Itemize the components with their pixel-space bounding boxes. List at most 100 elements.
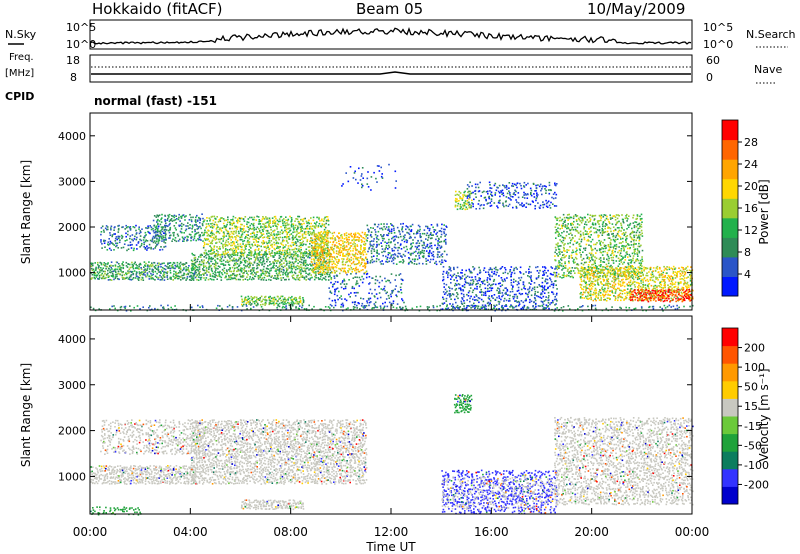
range-cell [364,267,366,269]
range-cell [584,267,586,269]
range-cell [308,249,311,252]
range-cell [172,215,174,218]
range-cell [224,276,226,279]
range-cell [140,268,143,271]
range-cell [246,241,249,243]
range-cell [258,219,261,221]
range-cell [117,272,119,275]
range-cell [395,263,398,265]
range-cell [378,253,380,255]
range-cell [379,305,382,307]
range-cell [545,299,547,301]
range-cell [219,248,221,250]
range-cell [513,183,516,186]
range-cell [273,229,276,232]
range-cell [352,277,355,279]
range-cell [400,278,403,281]
range-cell [559,261,561,264]
range-cell [309,278,311,281]
range-cell [277,266,279,269]
range-cell [240,217,243,219]
range-cell [469,271,472,274]
range-cell [203,274,205,276]
range-cell [294,261,296,263]
range-cell [521,293,524,295]
range-cell [318,261,321,264]
range-cell [271,243,273,246]
range-cell [236,274,239,276]
range-cell [348,267,350,270]
range-cell [222,263,225,265]
range-cell [426,243,429,246]
range-cell [114,277,117,280]
range-cell [376,181,378,183]
range-cell [516,297,519,299]
range-cell [100,267,102,269]
range-cell [92,268,95,271]
range-cell [190,219,193,221]
range-cell [309,277,312,279]
range-cell [324,261,326,263]
range-cell [249,301,251,304]
range-cell [477,190,480,193]
range-cell [430,224,433,226]
range-cell [525,292,527,295]
range-cell [262,236,264,239]
range-cell [191,227,193,230]
range-cell [316,237,318,240]
range-cell [286,233,288,236]
range-cell [157,265,160,268]
range-cell [233,274,236,277]
range-cell [319,256,322,259]
range-cell [248,297,251,300]
range-cell [168,213,171,216]
range-cell [393,232,396,234]
range-cell [366,240,368,242]
range-cell [209,273,212,276]
range-cell [161,248,164,251]
range-cell [260,278,263,281]
range-cell [563,253,565,256]
range-cell [138,271,141,273]
range-cell [570,272,572,275]
range-cell [587,264,590,266]
range-cell [188,270,190,272]
range-cell [444,238,447,241]
range-cell [519,272,522,274]
range-cell [569,229,571,231]
range-cell [450,278,452,280]
range-cell [191,236,193,238]
range-cell [187,268,190,271]
range-cell [468,206,471,208]
range-cell [550,281,553,283]
range-cell [566,214,569,216]
range-cell [398,231,401,233]
range-cell [324,216,326,219]
range-cell [171,215,173,217]
range-cell [302,220,304,222]
range-cell [474,276,477,278]
range-cell [196,232,198,234]
range-cell [326,232,328,234]
range-cell [446,304,448,306]
range-cell [545,192,547,194]
range-cell [442,291,445,293]
range-cell [201,254,203,256]
range-cell [436,225,439,227]
range-cell [237,220,240,222]
range-cell [469,192,472,195]
range-cell [318,244,321,247]
range-cell [310,264,312,267]
range-cell [122,246,125,249]
range-cell [473,198,475,201]
range-cell [496,296,498,299]
range-cell [568,249,570,252]
range-cell [354,248,357,250]
range-cell [232,247,235,250]
range-cell [325,222,327,225]
range-cell [477,282,479,285]
range-cell [555,303,557,305]
range-cell [352,306,355,308]
range-cell [504,268,507,271]
range-cell [363,237,366,240]
